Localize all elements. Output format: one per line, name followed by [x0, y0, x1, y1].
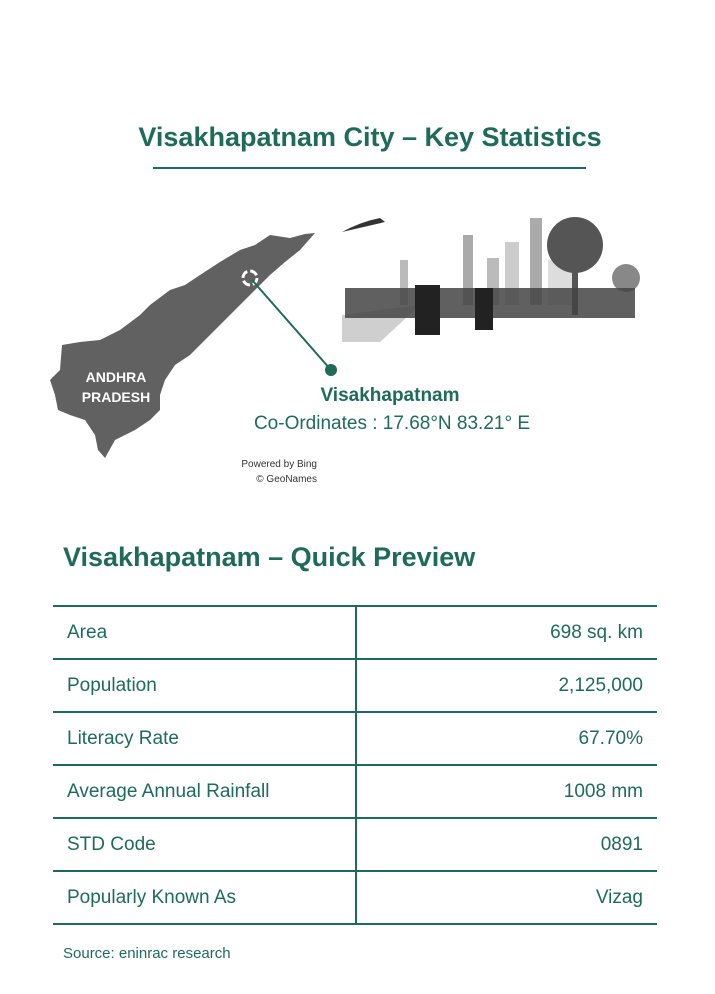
row-label: Literacy Rate: [53, 711, 357, 766]
connector-line: [251, 279, 332, 371]
table-row: Popularly Known As Vizag: [53, 870, 657, 925]
table-row: Area 698 sq. km: [53, 605, 657, 660]
preview-heading: Visakhapatnam – Quick Preview: [63, 542, 476, 572]
row-value: 0891: [356, 817, 657, 872]
table-row: STD Code 0891: [53, 817, 657, 872]
table-row: Literacy Rate 67.70%: [53, 711, 657, 766]
row-label: Population: [53, 658, 357, 713]
credit-bing: Powered by Bing: [241, 459, 317, 470]
city-skyline-image: [342, 217, 640, 342]
row-value: 67.70%: [356, 711, 657, 766]
credit-geonames: © GeoNames: [256, 474, 317, 485]
map-credit: Powered by Bing © GeoNames: [235, 457, 317, 487]
source-note: Source: eninrac research: [63, 945, 231, 962]
table-row: Population 2,125,000: [53, 658, 657, 713]
row-value: 698 sq. km: [356, 605, 657, 660]
row-label: Average Annual Rainfall: [53, 764, 357, 819]
row-label: STD Code: [53, 817, 357, 872]
row-value: 2,125,000: [356, 658, 657, 713]
city-name: Visakhapatnam: [320, 385, 460, 406]
city-marker-icon: [241, 269, 259, 287]
stats-table: Area 698 sq. km Population 2,125,000 Liter…: [53, 605, 657, 925]
row-value: 1008 mm: [356, 764, 657, 819]
page-title: Visakhapatnam City – Key Statistics: [138, 122, 602, 152]
city-coordinates: Co-Ordinates : 17.68°N 83.21° E: [253, 413, 531, 434]
andhra-pradesh-map: [50, 233, 315, 458]
region-label: ANDHRA PRADESH: [66, 367, 166, 407]
connector-dot: [325, 364, 337, 376]
table-row: Average Annual Rainfall 1008 mm: [53, 764, 657, 819]
row-label: Popularly Known As: [53, 870, 357, 925]
row-label: Area: [53, 605, 357, 660]
title-divider: [153, 167, 586, 169]
region-label-line2: PRADESH: [81, 389, 151, 405]
row-value: Vizag: [356, 870, 657, 925]
region-label-line1: ANDHRA: [85, 369, 147, 385]
illustration: [50, 217, 640, 458]
